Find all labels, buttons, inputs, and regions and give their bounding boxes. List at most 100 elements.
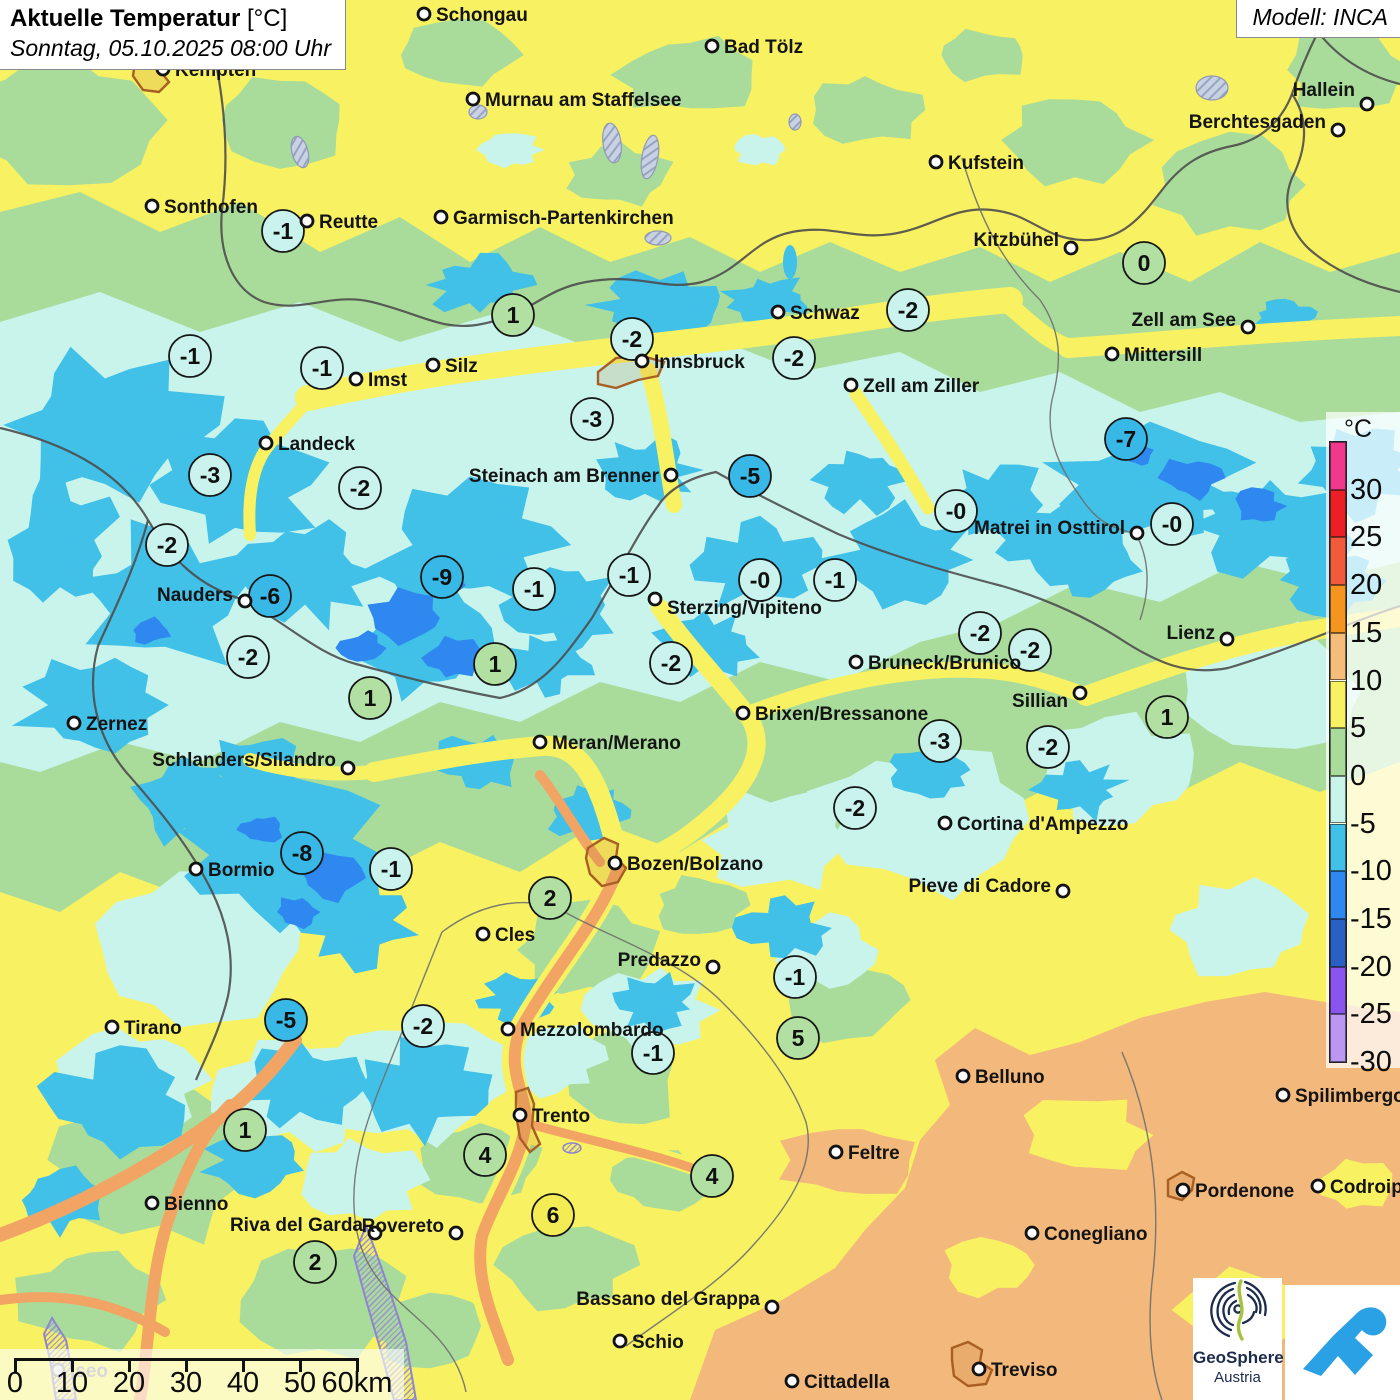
city-marker [416, 6, 432, 22]
station-value: -8 [292, 840, 313, 866]
city-marker [104, 1019, 120, 1035]
legend-tick-label: -15 [1350, 902, 1392, 935]
station-value: 1 [364, 685, 377, 711]
station-circle [401, 1004, 445, 1048]
legend-segment [1330, 775, 1346, 824]
station-value: -1 [785, 964, 806, 990]
geosphere-country: Austria [1214, 1369, 1261, 1386]
city: Schongau [416, 5, 528, 26]
city-label: Rovereto [362, 1216, 444, 1237]
city-marker [1129, 525, 1145, 541]
scale-bar-label: 60km [321, 1367, 393, 1399]
lake-shape [640, 134, 660, 180]
city-marker [425, 357, 441, 373]
title-text: Aktuelle Temperatur [10, 5, 241, 32]
city-label: Berchtesgaden [1189, 112, 1326, 133]
city: Reutte [299, 212, 378, 233]
city-label: Murnau am Staffelsee [485, 90, 681, 111]
station-bubble: 2 [528, 876, 572, 920]
city: Garmisch-Partenkirchen [433, 208, 674, 229]
legend-segment [1330, 680, 1346, 729]
station-bubble: 5 [776, 1016, 820, 1060]
temperature-legend: °C 30 25 20 15 10 5 0 -5 -10 -15 -20 -25 -30 [1326, 412, 1400, 1077]
city: Berchtesgaden [1189, 112, 1346, 138]
station-bubble: 6 [531, 1193, 575, 1237]
station-circle [1145, 695, 1189, 739]
station-value: -3 [930, 728, 950, 754]
city: Bassano del Grappa [576, 1289, 780, 1315]
city-marker [705, 959, 721, 975]
lake-shape [1195, 75, 1229, 101]
station-circle [528, 876, 572, 920]
city-label: Conegliano [1044, 1224, 1147, 1245]
station-circle [512, 567, 556, 611]
station-bubble: -2 [1008, 628, 1052, 672]
scale-bar-label: 20 [112, 1367, 146, 1399]
station-circle [1026, 725, 1070, 769]
city-label: Kitzbühel [974, 230, 1060, 251]
station-value: 2 [544, 885, 557, 911]
city: Belluno [955, 1067, 1045, 1088]
city-marker [607, 855, 623, 871]
city: Zernez [66, 714, 147, 735]
city: Brixen/Bressanone [735, 704, 928, 725]
station-bubble: 1 [348, 676, 392, 720]
city-marker [1063, 240, 1079, 256]
city: Bienno [144, 1194, 228, 1215]
station-bubble: 1 [491, 293, 535, 337]
station-value: -2 [238, 644, 258, 670]
lake-shape [602, 122, 622, 164]
legend-tick-label: -5 [1350, 807, 1376, 840]
station-bubble: -1 [168, 334, 212, 378]
city: Predazzo [618, 950, 721, 975]
city-marker [475, 926, 491, 942]
station-value: -2 [845, 795, 865, 821]
map-datetime: Sonntag, 05.10.2025 08:00 Uhr [10, 35, 331, 61]
station-bubble: -7 [1104, 417, 1148, 461]
city-label: Schwaz [790, 303, 860, 324]
city: Pieve di Cadore [908, 876, 1071, 899]
city: Landeck [258, 434, 356, 455]
city-marker [663, 467, 679, 483]
station-circle [473, 642, 517, 686]
station-circle [728, 454, 772, 498]
city: Nauders [157, 585, 253, 609]
city: Sterzing/Vipiteno [647, 591, 822, 619]
city-label: Innsbruck [654, 352, 745, 373]
station-circle [958, 611, 1002, 655]
station-circle [1122, 241, 1166, 285]
station-bubble: -2 [833, 786, 877, 830]
legend-tick-label: -30 [1350, 1046, 1392, 1078]
station-value: -1 [180, 343, 201, 369]
legend-color-bar [1329, 441, 1347, 1063]
city-marker [465, 91, 481, 107]
station-bubble: -1 [813, 558, 857, 602]
station-value: 2 [309, 1249, 322, 1275]
station-circle [348, 676, 392, 720]
city: Lienz [1166, 623, 1235, 647]
station-circle [1104, 417, 1148, 461]
city-marker [433, 209, 449, 225]
station-circle [773, 955, 817, 999]
station-bubble: -9 [420, 555, 464, 599]
city-marker [299, 213, 315, 229]
city: Pordenone [1175, 1181, 1294, 1202]
city-label: Zernez [86, 714, 147, 735]
city-marker [1310, 1178, 1326, 1194]
station-value: -5 [740, 463, 761, 489]
city-marker [1024, 1225, 1040, 1241]
legend-tick-label: -25 [1350, 998, 1392, 1031]
station-circle [813, 558, 857, 602]
legend-tick-label: 0 [1350, 759, 1367, 792]
station-circle [610, 317, 654, 361]
city: Bormio [188, 860, 275, 881]
city: Meran/Merano [532, 733, 681, 754]
station-bubble: 4 [690, 1154, 734, 1198]
legend-segment [1330, 871, 1346, 919]
station-circle [631, 1031, 675, 1075]
city-marker [1219, 631, 1235, 647]
city-label: Reutte [319, 212, 378, 233]
model-label: Modell: INCA [1235, 0, 1400, 38]
station-circle [649, 641, 693, 685]
station-value: -7 [1116, 426, 1136, 452]
